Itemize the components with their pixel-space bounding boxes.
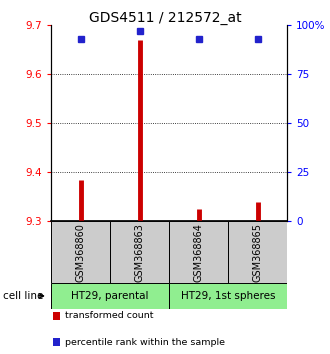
Text: GSM368865: GSM368865 xyxy=(252,223,263,282)
Bar xyxy=(169,283,287,309)
Text: transformed count: transformed count xyxy=(65,311,153,320)
Text: HT29, parental: HT29, parental xyxy=(71,291,149,301)
Text: GSM368860: GSM368860 xyxy=(76,223,86,282)
Text: GSM368863: GSM368863 xyxy=(135,223,145,282)
Bar xyxy=(51,221,110,283)
Text: GSM368864: GSM368864 xyxy=(194,223,204,282)
Text: HT29, 1st spheres: HT29, 1st spheres xyxy=(181,291,275,301)
Bar xyxy=(51,283,169,309)
Text: cell line: cell line xyxy=(3,291,44,301)
Bar xyxy=(228,221,287,283)
Bar xyxy=(169,221,228,283)
Text: percentile rank within the sample: percentile rank within the sample xyxy=(65,338,225,347)
Text: GDS4511 / 212572_at: GDS4511 / 212572_at xyxy=(89,11,241,25)
Bar xyxy=(110,221,169,283)
